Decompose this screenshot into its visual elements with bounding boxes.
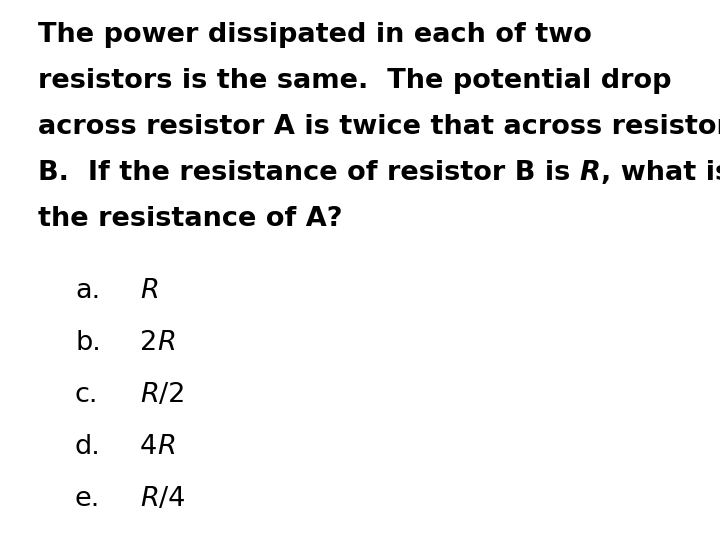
Text: R: R (157, 434, 176, 460)
Text: /2: /2 (159, 382, 185, 408)
Text: the resistance of A?: the resistance of A? (38, 206, 343, 232)
Text: The power dissipated in each of two: The power dissipated in each of two (38, 22, 592, 48)
Text: resistors is the same.  The potential drop: resistors is the same. The potential dro… (38, 68, 672, 94)
Text: , what is: , what is (600, 160, 720, 186)
Text: R: R (580, 160, 600, 186)
Text: R: R (140, 278, 159, 304)
Text: e.: e. (75, 486, 100, 512)
Text: 4: 4 (140, 434, 157, 460)
Text: across resistor A is twice that across resistor: across resistor A is twice that across r… (38, 114, 720, 140)
Text: d.: d. (75, 434, 101, 460)
Text: R: R (140, 382, 159, 408)
Text: R: R (140, 486, 159, 512)
Text: 2: 2 (140, 330, 157, 356)
Text: /4: /4 (159, 486, 185, 512)
Text: B.  If the resistance of resistor B is: B. If the resistance of resistor B is (38, 160, 580, 186)
Text: c.: c. (75, 382, 99, 408)
Text: a.: a. (75, 278, 100, 304)
Text: R: R (157, 330, 176, 356)
Text: b.: b. (75, 330, 101, 356)
